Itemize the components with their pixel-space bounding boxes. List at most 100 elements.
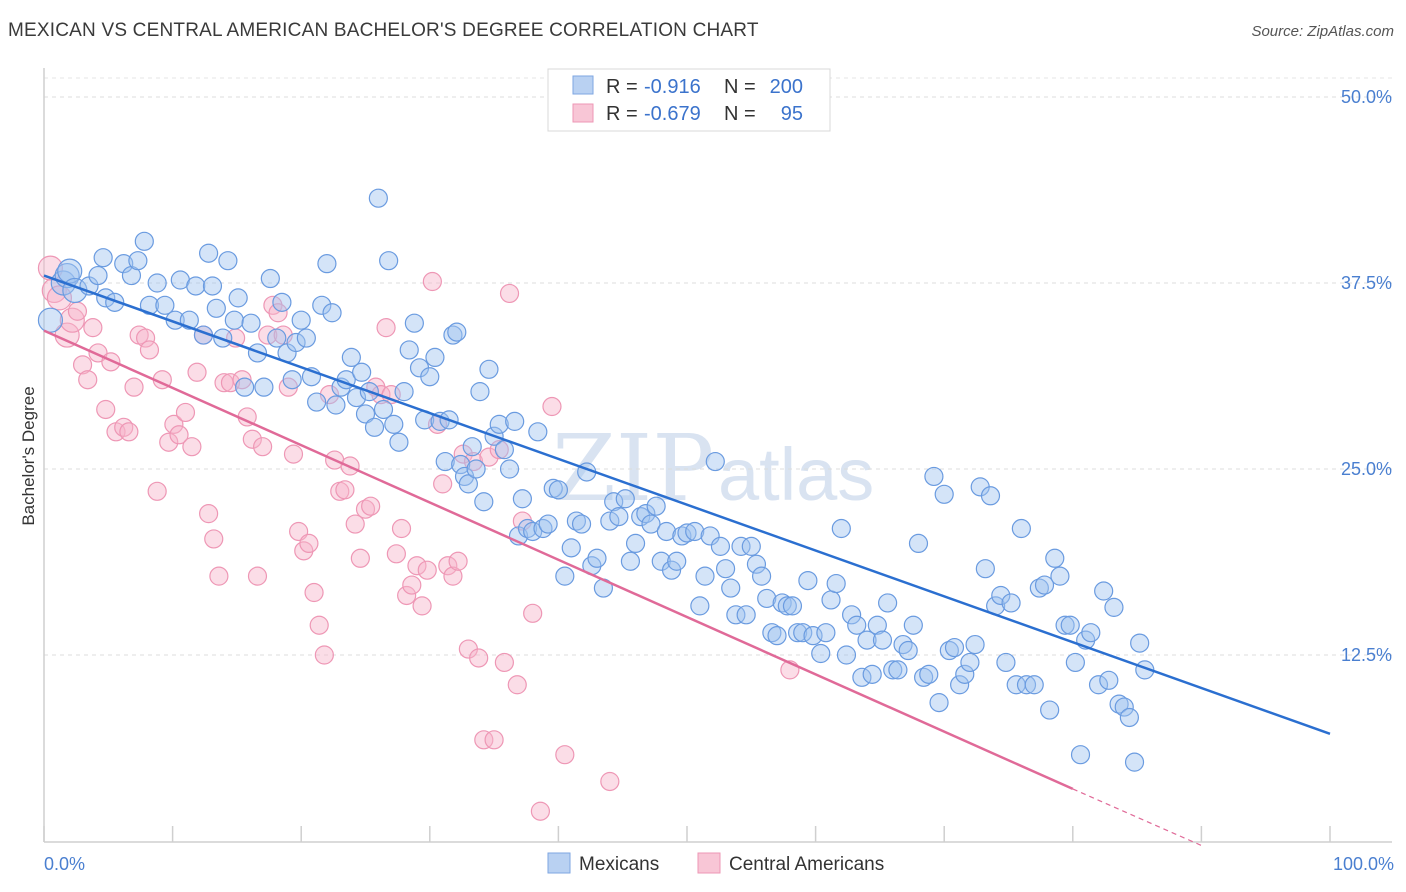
mexicans-point-191 [1065, 652, 1085, 673]
central-americans-point-58 [355, 499, 376, 519]
mexicans-point-58 [384, 414, 404, 434]
central-americans-point-38 [253, 437, 273, 457]
mexicans-point-54 [364, 417, 385, 437]
central-americans-point-41 [268, 303, 288, 323]
mexicans-point-122 [705, 451, 725, 472]
mexicans-point-27 [224, 310, 244, 330]
central-americans-point-69 [412, 596, 432, 616]
legend-n-value-mexicans: 200 [770, 76, 803, 98]
mexicans-point-187 [1045, 548, 1065, 568]
mexicans-point-175 [980, 486, 1001, 506]
mexicans-point-3 [57, 258, 83, 284]
x-tick-label-0: 0.0% [44, 854, 85, 874]
legend-n-value-central: 95 [781, 103, 803, 125]
central-americans-point-65 [391, 518, 412, 539]
bottom-legend-swatch-mexicans [547, 852, 571, 874]
mexicans-point-138 [787, 623, 808, 643]
central-americans-point-64 [386, 544, 406, 564]
mexicans-point-104 [609, 507, 629, 527]
central-americans-point-30 [209, 566, 229, 586]
mexicans-point-95 [561, 538, 581, 558]
mexicans-point-140 [798, 570, 818, 591]
mexicans-point-61 [399, 340, 419, 360]
central-americans-point-83 [484, 730, 504, 750]
y-tick-label-2: 37.5% [1341, 273, 1392, 293]
central-americans-point-68 [407, 556, 427, 576]
mexicans-point-181 [1011, 518, 1031, 539]
mexicans-point-71 [447, 322, 467, 342]
central-americans-point-92 [555, 745, 575, 765]
central-americans-point-48 [304, 582, 324, 603]
mexicans-point-137 [782, 596, 803, 616]
central-americans-point-91 [542, 396, 562, 417]
mexicans-point-15 [147, 273, 167, 293]
mexicans-point-123 [710, 536, 731, 556]
mexicans-point-121 [700, 526, 720, 546]
central-americans-point-66 [397, 585, 417, 606]
central-americans-point-21 [159, 432, 179, 452]
mexicans-point-78 [474, 492, 494, 512]
mexicans-point-162 [914, 667, 934, 687]
mexicans-point-157 [888, 660, 908, 680]
mexicans-point-118 [685, 521, 705, 542]
mexicans-point-43 [312, 295, 332, 315]
central-americans-point-8 [83, 318, 103, 338]
x-tick-labels: 0.0% 100.0% [44, 854, 1394, 874]
central-americans-point-67 [402, 575, 422, 595]
mexicans-point-149 [847, 615, 867, 635]
central-americans-point-18 [139, 340, 160, 360]
mexicans-point-6 [88, 265, 108, 286]
mexicans-point-158 [893, 634, 913, 655]
mexicans-point-174 [975, 559, 995, 579]
central-americans-point-15 [124, 377, 144, 397]
mexicans-point-165 [929, 693, 949, 713]
mexicans-point-60 [394, 382, 414, 402]
mexicans-point-136 [777, 596, 797, 616]
central-americans-point-32 [220, 373, 241, 393]
central-americans-point-57 [350, 548, 370, 568]
mexicans-point-126 [726, 605, 746, 625]
mexicans-point-198 [1104, 597, 1124, 617]
mexicans-point-129 [741, 536, 761, 556]
bottom-legend-label-central: Central Americans [729, 854, 884, 875]
mexicans-point-167 [939, 640, 959, 661]
mexicans-point-190 [1060, 615, 1080, 635]
y-tick-label-3: 50.0% [1341, 87, 1392, 107]
mexicans-point-103 [604, 492, 624, 512]
mexicans-point-83 [499, 459, 520, 479]
mexicans-point-203 [1130, 633, 1150, 653]
central-americans-point-74 [438, 556, 458, 576]
bottom-legend-swatch-central [697, 852, 721, 874]
mexicans-point-127 [731, 536, 751, 556]
legend-r-label-mexicans: R = [606, 76, 638, 98]
mexicans-point-49 [341, 347, 361, 367]
central-americans-point-23 [169, 425, 189, 445]
central-americans-point-80 [469, 648, 489, 668]
mexicans-point-130 [746, 554, 767, 574]
mexicans-point-134 [767, 626, 787, 646]
mexicans-point-94 [555, 566, 575, 586]
mexicans-point-159 [898, 640, 918, 661]
mexicans-point-168 [944, 637, 965, 658]
central-americans-point-89 [523, 603, 543, 623]
mexicans-point-161 [908, 533, 929, 554]
mexicans-point-65 [420, 367, 440, 387]
x-tick-label-100: 100.0% [1333, 854, 1394, 874]
mexicans-point-171 [960, 652, 980, 673]
mexicans-point-84 [505, 411, 525, 431]
central-americans-point-7 [78, 370, 98, 390]
mexicans-point-125 [721, 578, 741, 598]
mexicans-point-46 [326, 395, 346, 415]
mexicans-point-106 [620, 551, 641, 571]
mexicans-point-29 [235, 377, 255, 397]
central-americans-point-93 [600, 771, 620, 792]
central-americans-point-29 [204, 529, 224, 549]
mexicans-point-147 [836, 645, 857, 665]
mexicans-point-172 [965, 634, 985, 655]
mexicans-point-105 [615, 489, 635, 509]
mexicans-point-93 [548, 480, 569, 500]
mexicans-point-37 [282, 370, 302, 390]
legend-r-label-central: R = [606, 103, 638, 125]
mexicans-point-117 [677, 523, 697, 543]
mexicans-point-28 [228, 288, 248, 308]
